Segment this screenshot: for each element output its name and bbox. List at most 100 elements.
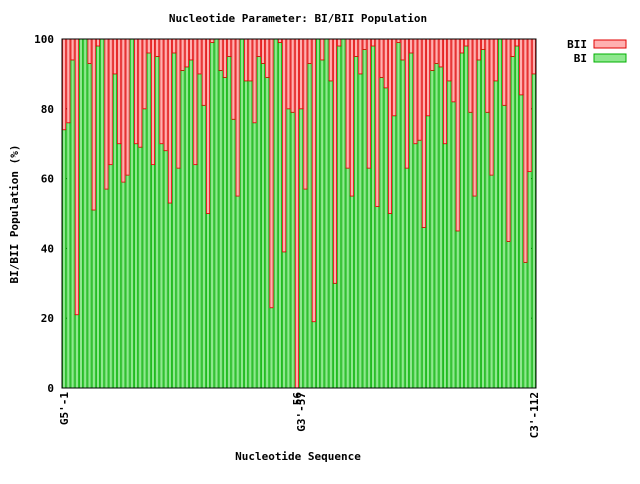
bar-segment	[184, 38, 189, 68]
bar-segment	[172, 52, 177, 389]
bar-segment	[366, 38, 371, 169]
bar-segment	[231, 38, 236, 120]
bar-segment	[426, 115, 431, 389]
bar-segment	[256, 56, 261, 389]
bar-segment	[91, 209, 96, 389]
bar-segment	[286, 108, 291, 389]
bar-segment	[193, 38, 198, 166]
bar-segment	[244, 80, 249, 389]
bar-segment	[142, 38, 147, 110]
bar-segment	[527, 171, 532, 389]
bar-segment	[150, 164, 156, 389]
bar-segment	[303, 38, 308, 190]
bar-segment	[349, 38, 354, 197]
bar-segment	[125, 38, 130, 176]
bar-segment	[409, 52, 414, 389]
bar-segment	[426, 38, 431, 117]
bar-segment	[117, 143, 122, 389]
bar-segment	[227, 56, 232, 389]
y-tick-label: 100	[34, 33, 54, 46]
bar-segment	[375, 206, 380, 389]
bar-segment	[316, 38, 321, 389]
bar-segment	[197, 38, 202, 75]
bar-segment	[502, 104, 507, 389]
bar-segment	[62, 129, 67, 389]
bar-segment	[421, 38, 426, 228]
bar-segment	[265, 76, 270, 389]
bar-segment	[189, 59, 194, 389]
bar-segment	[442, 143, 448, 389]
bar-segment	[146, 52, 151, 389]
bar-segment	[239, 38, 244, 389]
bar-segment	[468, 38, 473, 113]
bar-segment	[218, 38, 223, 71]
bar-segment	[472, 195, 477, 389]
bar-segment	[83, 38, 88, 389]
bar-segment	[269, 307, 274, 389]
bar-segment	[163, 38, 168, 152]
bar-segment	[150, 38, 156, 166]
bar-segment	[176, 167, 181, 389]
bar-segment	[332, 38, 337, 284]
bar-segment	[527, 38, 532, 173]
bar-segment	[392, 38, 397, 117]
bar-segment	[337, 45, 342, 389]
bar-segment	[489, 174, 494, 389]
bar-segment	[184, 66, 189, 389]
bar-segment	[265, 38, 270, 78]
bar-segment	[125, 174, 130, 389]
bar-segment	[468, 111, 473, 389]
bar-segment	[442, 38, 448, 145]
bar-segment	[66, 38, 71, 124]
bar-segment	[142, 108, 147, 389]
bar-segment	[506, 38, 511, 242]
bar-segment	[434, 63, 439, 389]
bar-segment	[387, 38, 393, 214]
bar-segment	[447, 80, 452, 389]
bar-segment	[252, 122, 257, 389]
bar-segment	[87, 38, 92, 64]
legend-label: BI	[574, 52, 587, 65]
bar-segment	[354, 38, 359, 57]
bar-segment	[345, 38, 350, 169]
bar-segment	[248, 38, 253, 82]
bar-segment	[371, 38, 376, 47]
bar-segment	[383, 87, 388, 389]
bar-segment	[514, 45, 519, 389]
bar-segment	[400, 59, 405, 389]
bar-segment	[328, 80, 333, 389]
bar-segment	[193, 164, 198, 389]
bar-segment	[459, 38, 464, 54]
bar-segment	[430, 70, 435, 389]
bar-segment	[146, 38, 151, 54]
bar-segment	[121, 38, 126, 183]
bar-segment	[104, 188, 109, 389]
bar-segment	[104, 38, 109, 190]
bar-segment	[379, 38, 384, 78]
bar-segment	[87, 63, 92, 389]
bar-segment	[222, 76, 227, 389]
bar-segment	[273, 38, 278, 389]
bar-segment	[320, 38, 325, 61]
bar-segment	[172, 38, 177, 54]
bar-segment	[311, 38, 316, 323]
bar-segment	[303, 188, 308, 389]
bar-segment	[510, 56, 515, 389]
bar-segment	[62, 38, 67, 131]
bar-segment	[519, 38, 524, 96]
bar-segment	[438, 66, 443, 389]
bar-segment	[163, 150, 168, 389]
bar-segment	[345, 167, 350, 389]
bar-segment	[74, 314, 79, 389]
bar-segment	[510, 38, 515, 57]
bar-segment	[138, 38, 143, 148]
bar-segment	[176, 38, 181, 169]
bar-segment	[523, 38, 528, 263]
y-tick-label: 40	[41, 242, 54, 255]
bar-segment	[311, 321, 316, 389]
bar-segment	[404, 38, 409, 169]
bar-segment	[354, 56, 359, 389]
bar-segment	[180, 70, 185, 389]
bar-segment	[167, 38, 172, 204]
y-tick-label: 80	[41, 103, 54, 116]
